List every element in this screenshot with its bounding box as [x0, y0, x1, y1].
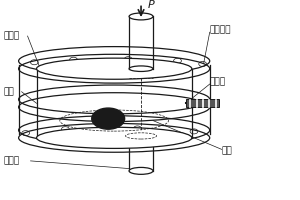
- Bar: [186, 99, 219, 107]
- Text: 下阳模: 下阳模: [4, 156, 20, 165]
- Text: 阴模: 阴模: [4, 87, 14, 96]
- Text: 样品: 样品: [222, 147, 232, 156]
- Ellipse shape: [129, 13, 153, 20]
- Ellipse shape: [125, 133, 157, 139]
- Ellipse shape: [37, 127, 192, 148]
- Text: P: P: [148, 0, 155, 10]
- Text: 热电偶: 热电偶: [210, 78, 226, 87]
- Circle shape: [92, 108, 124, 129]
- Ellipse shape: [129, 66, 153, 71]
- Text: 加热装置: 加热装置: [210, 26, 231, 35]
- Ellipse shape: [129, 167, 153, 174]
- Text: 上阳模: 上阳模: [4, 32, 20, 41]
- Ellipse shape: [37, 58, 192, 79]
